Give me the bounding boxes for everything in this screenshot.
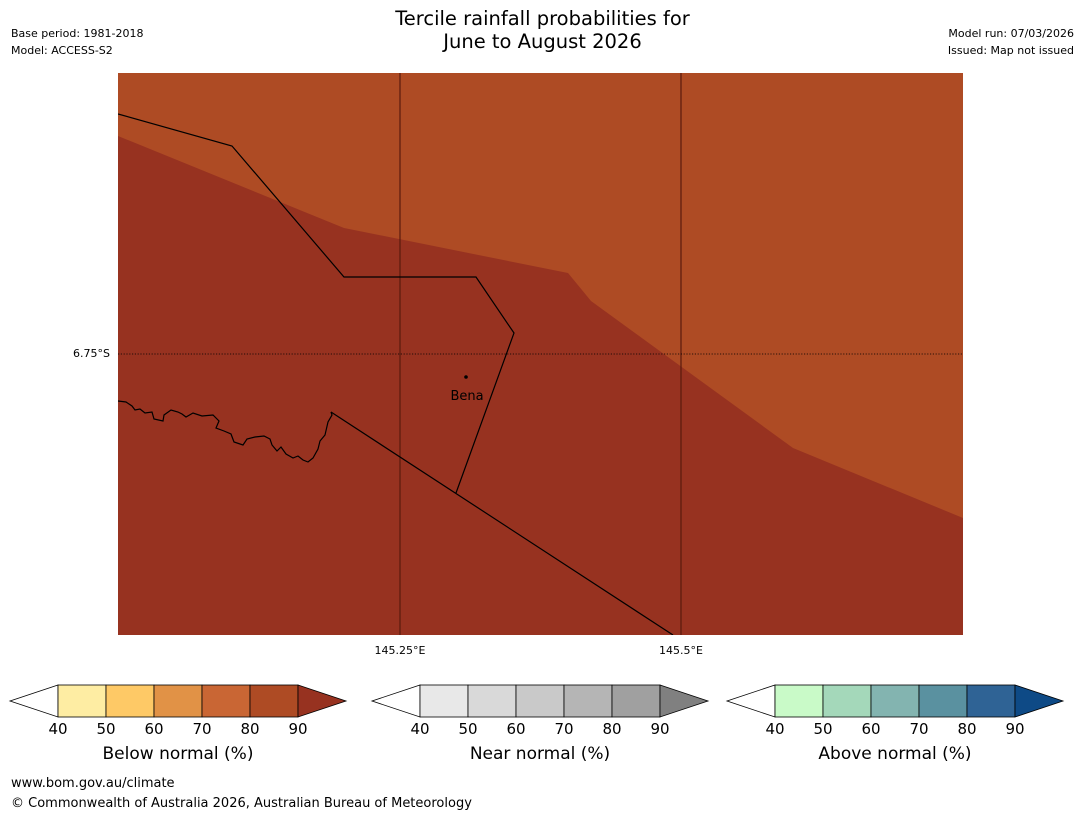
colorbar-near-normal-segment-60-70 — [515, 684, 565, 718]
longitude-label-145-25: 145.25°E — [374, 644, 426, 657]
base-period: Base period: 1981-2018 — [11, 27, 144, 40]
legend-tick-below-normal-70: 70 — [192, 720, 212, 738]
colorbar-below-normal-segment-80-90 — [249, 684, 299, 718]
model-run: Model run: 07/03/2026 — [948, 27, 1074, 40]
legend-below-normal: Below normal (%) 40 50 60 70 80 90 — [8, 684, 350, 764]
colorbar-above-normal-segment-50-60 — [822, 684, 872, 718]
footer-url: www.bom.gov.au/climate — [11, 776, 175, 791]
colorbar-above-normal — [725, 684, 1065, 718]
colorbar-below-normal-segment-70-80 — [201, 684, 251, 718]
colorbar-above-normal-high-arrow — [1014, 684, 1065, 718]
legend-tick-near-normal-70: 70 — [554, 720, 574, 738]
legend-tick-below-normal-50: 50 — [96, 720, 116, 738]
model-name: Model: ACCESS-S2 — [11, 44, 113, 57]
latitude-label: 6.75°S — [73, 347, 110, 360]
colorbar-above-normal-segment-70-80 — [918, 684, 968, 718]
place-marker-bena — [464, 375, 468, 379]
legend-tick-near-normal-80: 80 — [602, 720, 622, 738]
legend-tick-below-normal-80: 80 — [240, 720, 260, 738]
legend-tick-above-normal-40: 40 — [765, 720, 785, 738]
legend-tick-above-normal-90: 90 — [1005, 720, 1025, 738]
legend-title-below-normal: Below normal (%) — [102, 744, 254, 764]
colorbar-above-normal-low-arrow — [725, 684, 776, 718]
legend-above-normal: Above normal (%) 40 50 60 70 80 90 — [725, 684, 1067, 764]
colorbar-below-normal-segment-50-60 — [105, 684, 155, 718]
longitude-label-145-5: 145.5°E — [659, 644, 703, 657]
legend-tick-near-normal-40: 40 — [410, 720, 430, 738]
footer: www.bom.gov.au/climate © Commonwealth of… — [11, 774, 472, 814]
map-title-line2: June to August 2026 — [443, 30, 642, 53]
legend-near-normal: Near normal (%) 40 50 60 70 80 90 — [370, 684, 712, 764]
colorbar-near-normal-high-arrow — [659, 684, 710, 718]
legend-tick-near-normal-60: 60 — [506, 720, 526, 738]
colorbar-near-normal-segment-40-50 — [419, 684, 469, 718]
legend-tick-above-normal-80: 80 — [957, 720, 977, 738]
legend-tick-near-normal-50: 50 — [458, 720, 478, 738]
colorbar-near-normal-segment-80-90 — [611, 684, 661, 718]
colorbar-near-normal — [370, 684, 710, 718]
metadata-right: Model run: 07/03/2026 Issued: Map not is… — [948, 25, 1074, 59]
colorbar-near-normal-low-arrow — [370, 684, 421, 718]
colorbar-below-normal-low-arrow — [8, 684, 59, 718]
colorbar-below-normal-segment-40-50 — [57, 684, 107, 718]
legend-tick-above-normal-70: 70 — [909, 720, 929, 738]
province-boundary-north — [118, 113, 515, 494]
footer-copyright: © Commonwealth of Australia 2026, Austra… — [11, 796, 472, 811]
colorbar-above-normal-segment-80-90 — [966, 684, 1016, 718]
colorbar-below-normal — [8, 684, 348, 718]
map-title: Tercile rainfall probabilities for June … — [0, 7, 1085, 53]
legend-tick-below-normal-40: 40 — [48, 720, 68, 738]
legend-tick-near-normal-90: 90 — [650, 720, 670, 738]
colorbar-above-normal-segment-40-50 — [774, 684, 824, 718]
issued-status: Issued: Map not issued — [947, 44, 1074, 57]
map-canvas: Bena — [118, 73, 963, 635]
legend-tick-below-normal-90: 90 — [288, 720, 308, 738]
metadata-left: Base period: 1981-2018 Model: ACCESS-S2 — [11, 25, 143, 59]
colorbar-below-normal-segment-60-70 — [153, 684, 203, 718]
province-boundary-west — [118, 400, 333, 463]
legend-tick-above-normal-60: 60 — [861, 720, 881, 738]
probability-band-over-90 — [118, 136, 963, 635]
probability-map: Bena — [118, 73, 963, 635]
colorbar-near-normal-segment-70-80 — [563, 684, 613, 718]
province-boundary-south — [330, 411, 674, 635]
legend-title-near-normal: Near normal (%) — [469, 744, 611, 764]
colorbar-near-normal-segment-50-60 — [467, 684, 517, 718]
colorbar-below-normal-high-arrow — [297, 684, 348, 718]
legend-tick-above-normal-50: 50 — [813, 720, 833, 738]
legend-tick-below-normal-60: 60 — [144, 720, 164, 738]
place-label-bena: Bena — [450, 389, 483, 404]
legend-title-above-normal: Above normal (%) — [818, 744, 972, 764]
map-title-line1: Tercile rainfall probabilities for — [395, 7, 690, 30]
colorbar-above-normal-segment-60-70 — [870, 684, 920, 718]
